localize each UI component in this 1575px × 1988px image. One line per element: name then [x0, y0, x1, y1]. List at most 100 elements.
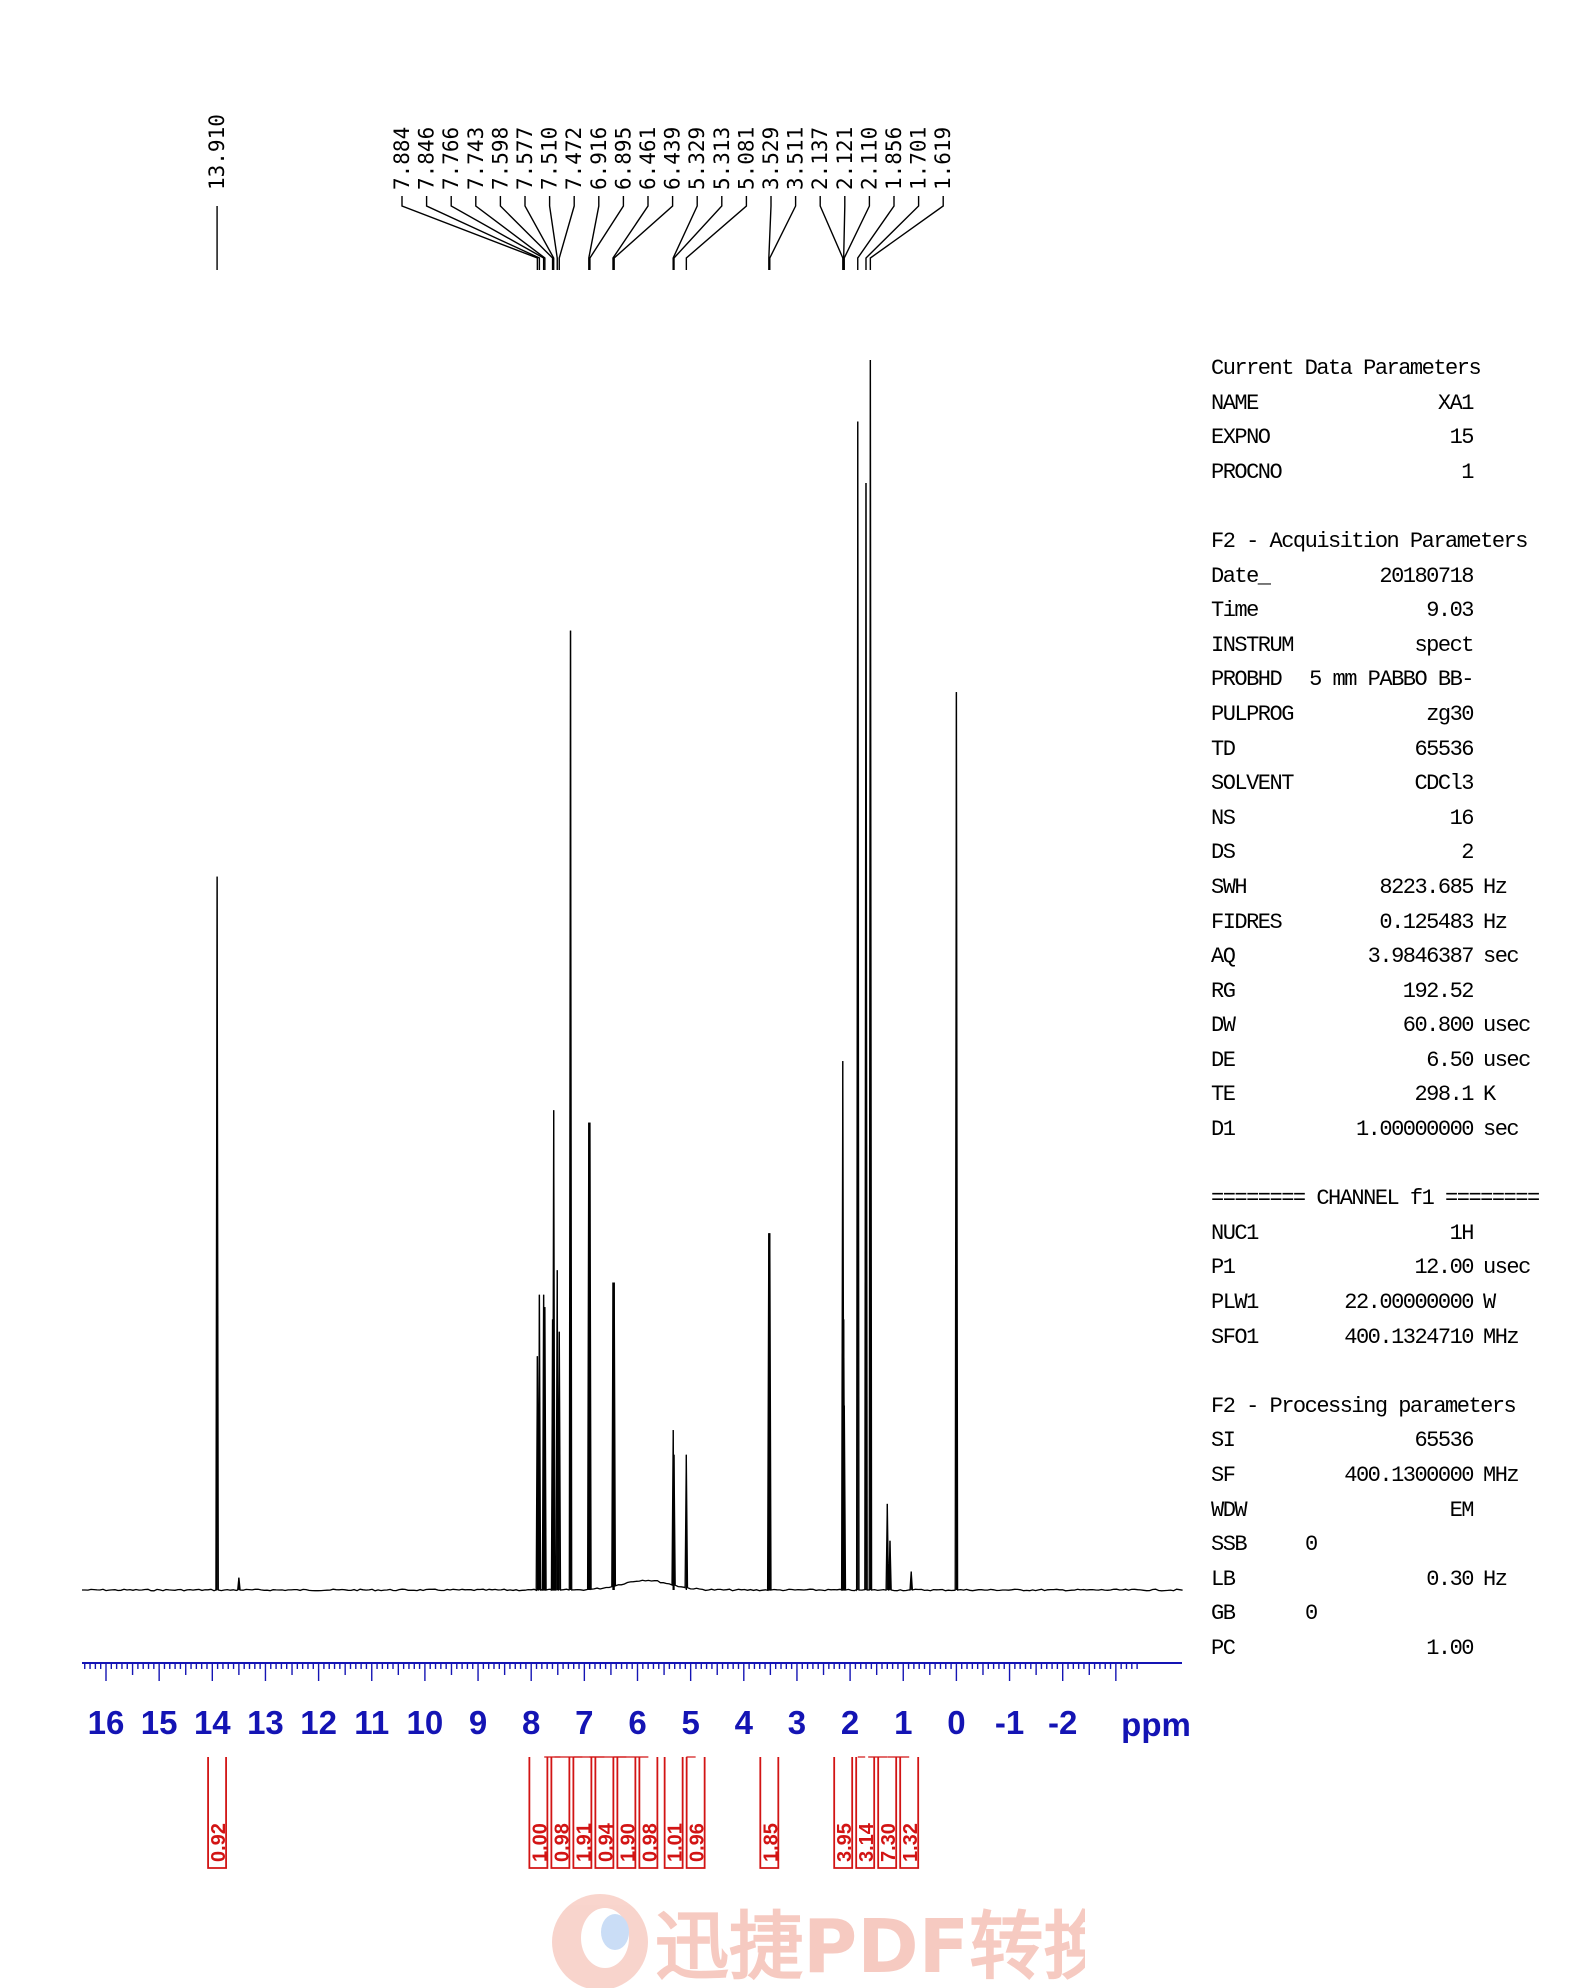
param-value: 12.00 [1414, 1255, 1474, 1281]
integral-value: 1.32 [900, 1823, 922, 1862]
integral-bracket [572, 1757, 593, 1869]
param-row: SOLVENT CDCl3 [1211, 767, 1531, 802]
param-value: EM [1449, 1497, 1475, 1523]
param-unit: usec [1483, 1255, 1531, 1281]
peak-leader [499, 196, 554, 270]
param-row: WDW EM [1211, 1494, 1531, 1529]
param-row: SI 65536 [1211, 1424, 1531, 1459]
integral-value: 1.90 [617, 1823, 639, 1862]
param-section-heading: Current Data Parameters [1211, 356, 1482, 381]
peak-leader [865, 196, 920, 270]
param-section-heading: F2 - Acquisition Parameters [1211, 528, 1528, 554]
param-key: SSB [1211, 1532, 1248, 1558]
peak-leader [869, 196, 944, 270]
axis-tick-label: 1 [894, 1704, 912, 1741]
param-row: DW 60.800 usec [1211, 1009, 1531, 1044]
peak-value-label: 2.121 [833, 127, 857, 190]
param-value: 5 mm PABBO BB- [1309, 667, 1474, 693]
integral-value: 0.98 [639, 1823, 661, 1862]
param-unit: sec [1483, 1117, 1520, 1143]
param-row: INSTRUM spect [1211, 629, 1531, 664]
param-value: 192.52 [1402, 978, 1475, 1004]
integral-bracket [899, 1757, 920, 1869]
param-key: DS [1211, 840, 1236, 866]
watermark-text: 迅捷PDF转换器 [655, 1904, 1085, 1988]
peak-label-group: 13.910 7.884 7.846 7.766 7.743 7.598 7.577 7.51… [205, 114, 955, 190]
param-section-heading: F2 - Processing parameters [1211, 1393, 1517, 1419]
peak-value-label: 3.529 [759, 127, 783, 190]
param-row: SSB 0 [1211, 1528, 1531, 1563]
param-row: PULPROG zg30 [1211, 698, 1531, 733]
axis-tick-label: -1 [995, 1704, 1024, 1741]
peak-leader [613, 196, 674, 270]
param-value: CDCl3 [1414, 771, 1474, 797]
param-key: SI [1211, 1428, 1236, 1454]
peak-leader [612, 196, 649, 270]
param-row: GB 0 [1211, 1597, 1531, 1632]
peak-leader [843, 196, 871, 270]
param-unit: sec [1483, 944, 1520, 970]
peak-value-label: 3.511 [784, 127, 808, 190]
param-row: RG 192.52 [1211, 975, 1531, 1010]
param-row: NS 16 [1211, 802, 1531, 837]
peak-leader [425, 196, 541, 270]
param-value: 3.9846387 [1367, 944, 1475, 970]
spectrum-trace [82, 359, 1183, 1592]
param-value: 8223.685 [1379, 874, 1474, 900]
peak-leader [401, 196, 539, 270]
param-value: 65536 [1414, 736, 1474, 762]
peak-leader [558, 196, 575, 270]
param-key: EXPNO [1211, 425, 1271, 451]
param-unit: K [1483, 1082, 1496, 1108]
param-value: 6.50 [1426, 1047, 1474, 1073]
integral-value: 1.01 [665, 1823, 687, 1862]
param-unit: usec [1483, 1047, 1531, 1073]
param-unit: usec [1483, 1013, 1531, 1039]
peak-value-label: 6.439 [661, 127, 685, 190]
param-key: PROBHD [1211, 667, 1283, 693]
param-key: D1 [1211, 1117, 1236, 1143]
param-row: SWH 8223.685 Hz [1211, 871, 1531, 906]
peak-value-label: 5.329 [685, 127, 709, 190]
integral-bracket [759, 1757, 780, 1869]
peak-value-label: 7.598 [488, 127, 512, 190]
axis-tick-label: 2 [841, 1704, 859, 1741]
param-value: 0 [1305, 1601, 1318, 1627]
param-key: WDW [1211, 1497, 1248, 1523]
integral-bracket [638, 1757, 659, 1869]
param-key: TD [1211, 736, 1236, 762]
peak-leader [768, 196, 772, 270]
param-key: NS [1211, 805, 1236, 831]
axis-tick-label: 9 [469, 1704, 487, 1741]
param-key: SOLVENT [1211, 771, 1294, 797]
peak-value-label: 7.884 [390, 127, 414, 190]
integral-value: 1.91 [573, 1823, 595, 1862]
peak-leader [548, 196, 558, 270]
param-key: RG [1211, 978, 1236, 1004]
param-value: 400.1324710 [1344, 1324, 1474, 1350]
axis-tick-label: 3 [788, 1704, 806, 1741]
param-value: 0.125483 [1379, 909, 1474, 935]
param-row: PROBHD 5 mm PABBO BB- [1211, 663, 1531, 698]
peak-leader [589, 196, 625, 270]
axis-tick-label: 16 [88, 1704, 125, 1741]
peak-leader [673, 196, 723, 270]
axis-tick-label: 6 [628, 1704, 646, 1741]
param-value: 15 [1449, 425, 1475, 451]
peak-value-label: 1.701 [907, 127, 931, 190]
peak-value-label: 1.619 [931, 127, 955, 190]
param-key: Date_ [1211, 563, 1271, 589]
axis-tick-label: 5 [681, 1704, 699, 1741]
integral-bracket [594, 1757, 615, 1869]
param-row: PC 1.00 [1211, 1632, 1531, 1667]
integral-bracket [663, 1757, 684, 1869]
integral-bracket [207, 1757, 227, 1869]
parameter-panel: Current Data Parameters NAME XA1 EXPNO 15 PRO… [1211, 352, 1540, 1667]
axis-tick-label: 14 [194, 1704, 231, 1741]
peak-value-label: 6.895 [611, 127, 635, 190]
param-value: 1.00000000 [1355, 1117, 1475, 1143]
param-row: TD 65536 [1211, 733, 1531, 768]
param-row: LB 0.30 Hz [1211, 1563, 1531, 1598]
param-row: EXPNO 15 [1211, 421, 1531, 456]
